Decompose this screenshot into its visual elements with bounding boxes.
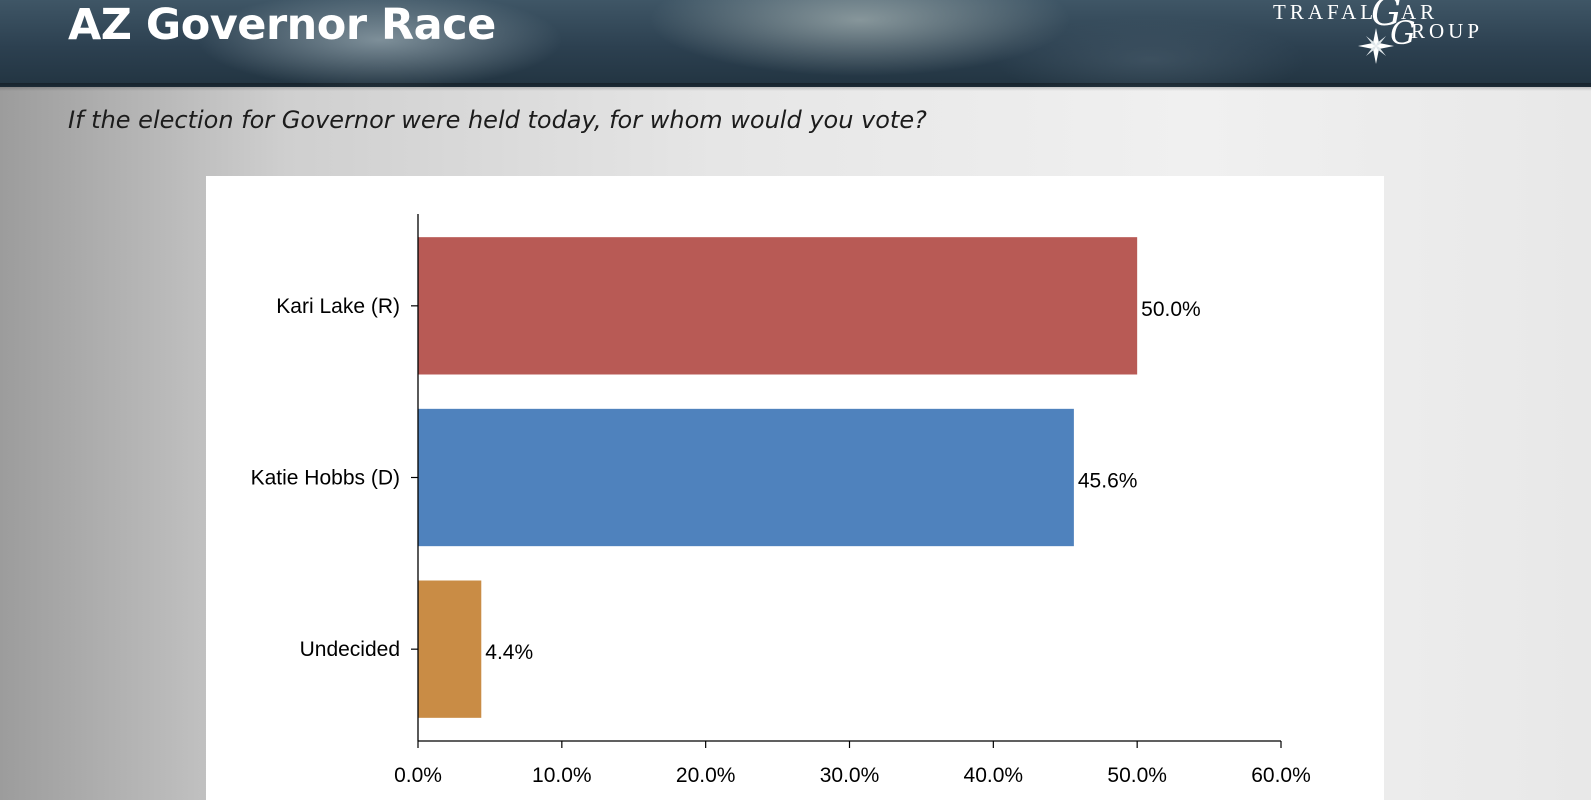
- x-tick-label-6: 60.0%: [1251, 764, 1311, 787]
- y-tick-label-1: Katie Hobbs (D): [251, 467, 400, 490]
- value-label-1: 45.6%: [1078, 470, 1138, 493]
- value-label-2: 4.4%: [485, 641, 533, 664]
- x-tick-label-1: 10.0%: [532, 764, 592, 787]
- bar-0: [418, 237, 1138, 375]
- x-tick-label-3: 30.0%: [820, 764, 880, 787]
- chart-panel: Kari Lake (R) 50.0% Katie Hobbs (D) 45.6% Un…: [206, 176, 1384, 800]
- trafalgar-group-logo: TRAFAL G AR G ROUP: [1273, 0, 1483, 64]
- logo-script-g-bottom: G: [1390, 14, 1416, 52]
- y-tick-label-2: Undecided: [300, 638, 400, 661]
- header-banner: [0, 0, 1591, 87]
- bar-2: [418, 580, 482, 718]
- x-tick-label-0: 0.0%: [394, 764, 442, 787]
- compass-star-icon: [1358, 28, 1394, 64]
- bar-chart: Kari Lake (R) 50.0% Katie Hobbs (D) 45.6% Un…: [251, 214, 1311, 787]
- x-tick-label-4: 40.0%: [964, 764, 1024, 787]
- page-title: AZ Governor Race: [68, 0, 496, 50]
- y-tick-label-0: Kari Lake (R): [276, 295, 400, 318]
- logo-text-ar: AR: [1401, 0, 1438, 24]
- x-tick-label-2: 20.0%: [676, 764, 736, 787]
- x-tick-label-5: 50.0%: [1107, 764, 1167, 787]
- header-shadow: [0, 83, 1591, 91]
- bar-1: [418, 408, 1074, 547]
- logo-text-roup: ROUP: [1411, 19, 1483, 43]
- logo-text-trafal: TRAFAL: [1273, 0, 1377, 24]
- value-label-0: 50.0%: [1141, 298, 1201, 321]
- survey-question: If the election for Governor were held t…: [68, 106, 927, 134]
